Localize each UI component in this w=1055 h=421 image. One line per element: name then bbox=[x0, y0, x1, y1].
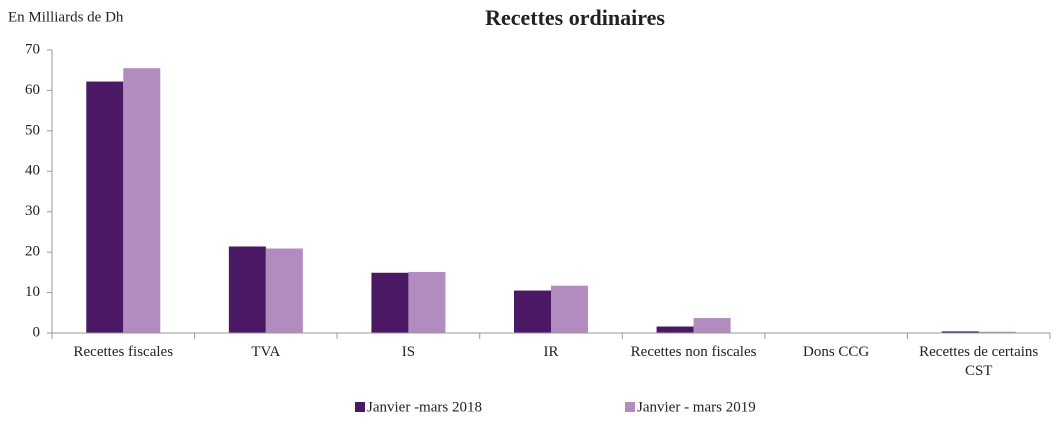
y-tick-label: 30 bbox=[25, 203, 40, 219]
legend-swatch bbox=[625, 402, 635, 412]
bar bbox=[978, 331, 1016, 333]
y-tick-label: 20 bbox=[25, 244, 40, 260]
bar bbox=[86, 81, 124, 333]
legend-swatch bbox=[355, 402, 365, 412]
x-tick-label: Recettes non fiscales bbox=[630, 344, 757, 360]
x-tick-label: TVA bbox=[251, 344, 281, 360]
x-tick-label: Dons CCG bbox=[803, 344, 870, 360]
y-tick-label: 40 bbox=[25, 163, 40, 179]
x-tick-label: Recettes fiscales bbox=[73, 344, 174, 360]
y-tick-label: 10 bbox=[25, 284, 40, 300]
bar bbox=[656, 326, 694, 333]
bar bbox=[408, 271, 446, 333]
y-tick-label: 70 bbox=[25, 41, 40, 57]
y-axis-label: En Milliards de Dh bbox=[8, 9, 124, 25]
bar bbox=[941, 331, 979, 333]
y-tick-label: 0 bbox=[33, 324, 41, 340]
x-tick-label: Recettes de certains CST bbox=[919, 344, 1039, 379]
bar bbox=[693, 318, 731, 333]
bar bbox=[228, 246, 266, 333]
y-tick-label: 50 bbox=[25, 122, 40, 138]
bar bbox=[514, 290, 551, 333]
y-tick-label: 60 bbox=[25, 82, 40, 98]
bar bbox=[265, 248, 303, 333]
bar bbox=[371, 272, 409, 333]
bar bbox=[551, 285, 588, 333]
chart-title: Recettes ordinaires bbox=[485, 5, 665, 30]
x-tick-label: IR bbox=[543, 344, 559, 360]
bar bbox=[123, 68, 161, 333]
legend-label: Janvier - mars 2019 bbox=[637, 399, 756, 415]
legend-label: Janvier -mars 2018 bbox=[367, 399, 482, 415]
x-tick-label: IS bbox=[401, 344, 416, 360]
